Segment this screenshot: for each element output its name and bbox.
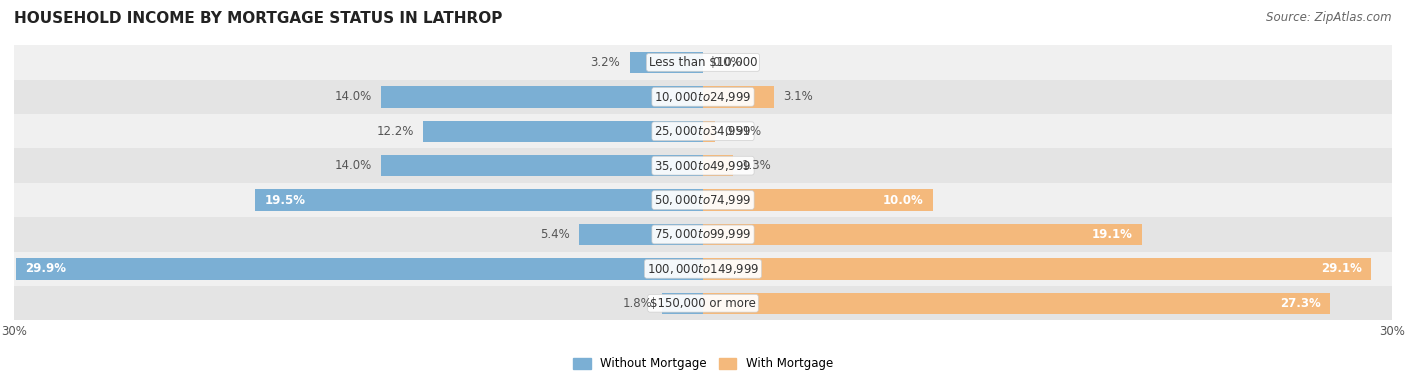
Text: $100,000 to $149,999: $100,000 to $149,999 [647,262,759,276]
Bar [703,121,714,142]
Text: Source: ZipAtlas.com: Source: ZipAtlas.com [1267,11,1392,24]
Text: 1.8%: 1.8% [623,297,652,310]
Bar [14,286,1392,320]
Legend: Without Mortgage, With Mortgage: Without Mortgage, With Mortgage [568,352,838,375]
Text: 3.1%: 3.1% [783,90,813,103]
Text: 1.3%: 1.3% [742,159,772,172]
Text: 12.2%: 12.2% [377,125,413,138]
Bar [14,252,1392,286]
Text: $50,000 to $74,999: $50,000 to $74,999 [654,193,752,207]
Bar [579,224,703,245]
Text: $35,000 to $49,999: $35,000 to $49,999 [654,159,752,173]
Text: 19.1%: 19.1% [1091,228,1132,241]
Text: $150,000 or more: $150,000 or more [650,297,756,310]
Bar [381,86,703,107]
Bar [381,155,703,176]
Text: 29.1%: 29.1% [1322,262,1362,275]
Text: 19.5%: 19.5% [264,193,305,207]
Bar [703,86,775,107]
Bar [14,114,1392,149]
Text: 27.3%: 27.3% [1279,297,1320,310]
Bar [14,183,1392,217]
Text: 14.0%: 14.0% [335,159,373,172]
Bar [703,155,733,176]
Text: $75,000 to $99,999: $75,000 to $99,999 [654,227,752,241]
Bar [703,258,1371,279]
Bar [703,224,1142,245]
Bar [14,45,1392,80]
Bar [662,293,703,314]
Bar [14,80,1392,114]
Text: 5.4%: 5.4% [540,228,569,241]
Text: 29.9%: 29.9% [25,262,66,275]
Text: 3.2%: 3.2% [591,56,620,69]
Bar [703,189,932,211]
Text: 14.0%: 14.0% [335,90,373,103]
Bar [14,149,1392,183]
Bar [14,217,1392,252]
Text: Less than $10,000: Less than $10,000 [648,56,758,69]
Text: 10.0%: 10.0% [883,193,924,207]
Text: 0.51%: 0.51% [724,125,761,138]
Text: 0.0%: 0.0% [713,56,742,69]
Bar [630,52,703,73]
Text: HOUSEHOLD INCOME BY MORTGAGE STATUS IN LATHROP: HOUSEHOLD INCOME BY MORTGAGE STATUS IN L… [14,11,502,26]
Bar [423,121,703,142]
Text: $25,000 to $34,999: $25,000 to $34,999 [654,124,752,138]
Text: $10,000 to $24,999: $10,000 to $24,999 [654,90,752,104]
Bar [256,189,703,211]
Bar [703,293,1330,314]
Bar [17,258,703,279]
